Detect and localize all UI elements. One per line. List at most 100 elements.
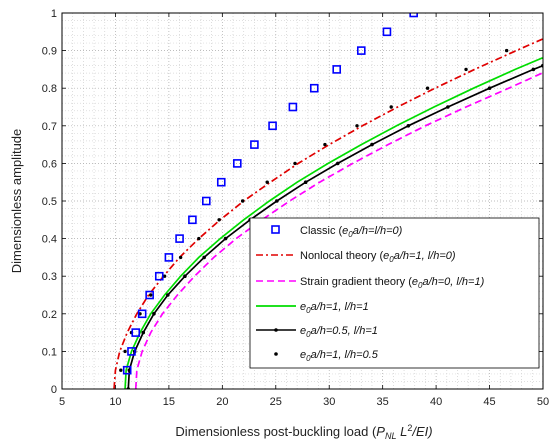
y-tick-label: 0.5 [42, 196, 57, 208]
y-tick-label: 0.6 [42, 158, 57, 170]
legend-e1l1-l: l [345, 301, 348, 313]
legend-entry-classic: Classic (e0a/h=l/h=0) [271, 225, 403, 239]
classic-marker [188, 215, 197, 225]
series-line-2 [134, 72, 543, 389]
series-line-dot-4 [406, 124, 411, 128]
x-axis-label-l: L [396, 424, 407, 439]
legend-e05l1-rest: a/h=0.5, [311, 325, 354, 337]
legend-label-nonlocal: Nonlocal theory (e0a/h=1, l/h=0) [300, 250, 456, 264]
series-dot-5 [293, 161, 297, 166]
legend-e1l05-sub: 0 [306, 354, 311, 363]
legend-e1l1-e: e [300, 301, 306, 313]
legend-classic-base: Classic ( [300, 225, 343, 237]
series-line-dot-4 [183, 274, 187, 279]
legend-label-e1-l05: e0a/h=1, l/h=0.5 [300, 349, 379, 363]
series-dot-5 [197, 236, 201, 241]
legend-nonlocal-e: e [383, 250, 389, 262]
classic-marker [332, 65, 342, 74]
legend-nonlocal-l: l [428, 250, 431, 262]
classic-marker [268, 121, 277, 131]
legend-e05l1-tail: /h=1 [355, 325, 378, 337]
x-tick-label: 25 [270, 396, 282, 408]
x-tick-label: 40 [430, 396, 442, 408]
legend-strain-l: l [456, 276, 459, 288]
classic-marker [145, 290, 154, 300]
legend-label-classic: Classic (e0a/h=l/h=0) [300, 225, 403, 239]
series-line-dot-4 [152, 312, 156, 316]
legend-nonlocal-sub: 0 [389, 255, 394, 264]
series-layer [113, 13, 543, 389]
classic-marker [356, 46, 366, 55]
legend-classic-rest: a/h=l/h=0) [353, 225, 403, 237]
legend-e1l1-sub: 0 [306, 306, 311, 315]
classic-marker [216, 177, 226, 187]
classic-marker [131, 328, 141, 337]
x-tick-label: 5 [59, 396, 65, 408]
series-dot-5 [149, 293, 153, 297]
series-clip-group [113, 13, 543, 389]
legend: Classic (e0a/h=l/h=0) Nonlocal theory (e… [249, 217, 540, 369]
legend-dot-e1-l05 [274, 352, 278, 356]
classic-marker [250, 140, 259, 149]
series-line-dot-4 [202, 255, 206, 260]
classic-marker [122, 365, 132, 375]
legend-marker-classic [271, 225, 280, 234]
classic-marker [288, 102, 298, 112]
y-tick-label: 0.4 [42, 234, 57, 246]
series-dot-5 [162, 274, 167, 278]
legend-label-strain-gradient: Strain gradient theory (e0a/h=0, l/h=1) [300, 276, 485, 290]
legend-strain-e: e [412, 276, 418, 288]
y-tick-label: 0.2 [42, 309, 57, 321]
series-dot-5 [425, 86, 430, 90]
legend-strain-sub: 0 [418, 281, 423, 290]
legend-classic-sub: 0 [348, 230, 353, 239]
series-line-dot-4 [275, 199, 279, 203]
series-line-dot-4 [531, 67, 536, 72]
classic-marker [309, 83, 319, 93]
classic-marker [409, 13, 418, 18]
x-axis-label-prefix: Dimensionless post-buckling load ( [175, 424, 377, 439]
legend-label-e1-l1: e0a/h=1, l/h=1 [300, 301, 369, 315]
series-dot-5 [119, 368, 123, 372]
legend-dot-e05-l1 [274, 328, 278, 332]
classic-marker [164, 253, 174, 262]
legend-entry-e05-l1: e0a/h=0.5, l/h=1 [256, 325, 378, 339]
legend-e05l1-sub: 0 [306, 330, 311, 339]
series-dot-5 [464, 67, 468, 72]
series-dot-5 [504, 48, 509, 53]
series-dot-5 [123, 349, 127, 354]
y-axis-label: Dimensionless amplitude [9, 129, 24, 274]
legend-label-e05-l1: e0a/h=0.5, l/h=1 [300, 325, 378, 339]
legend-e1l1-rest: a/h=1, [311, 301, 345, 313]
series-line-dot-4 [223, 236, 228, 241]
legend-e1l05-rest: a/h=1, [311, 349, 345, 361]
legend-entry-e1-l1: e0a/h=1, l/h=1 [256, 301, 369, 315]
legend-nonlocal-tail: /h=0) [429, 250, 456, 262]
x-axis-label-p: P [376, 424, 385, 439]
series-line-dot-4 [487, 86, 492, 90]
x-axis-label: Dimensionless post-buckling load (PNL L2… [175, 423, 432, 441]
classic-marker [202, 196, 211, 206]
legend-e1l05-e: e [300, 349, 306, 361]
legend-e1l05-l: l [345, 349, 348, 361]
legend-nonlocal-rest: a/h=1, [394, 250, 428, 262]
legend-entry-e1-l05: e0a/h=1, l/h=0.5 [274, 349, 379, 363]
x-axis-label-nl: NL [385, 431, 397, 441]
legend-entry-strain-gradient: Strain gradient theory (e0a/h=0, l/h=1) [256, 276, 485, 290]
x-tick-label: 30 [323, 396, 335, 408]
series-line-dot-4 [303, 180, 308, 184]
x-tick-label: 35 [377, 396, 389, 408]
classic-marker [175, 234, 184, 243]
classic-marker [154, 271, 164, 281]
legend-strain-rest: a/h=0, [422, 276, 456, 288]
series-dot-5 [389, 105, 393, 109]
legend-strain-base: Strain gradient theory ( [300, 276, 412, 288]
series-line-dot-4 [141, 330, 146, 335]
classic-marker [232, 159, 242, 168]
x-tick-label: 15 [163, 396, 175, 408]
y-tick-label: 0.1 [42, 346, 57, 358]
x-axis-label-tail: /EI) [411, 424, 432, 439]
legend-e05l1-l: l [354, 325, 357, 337]
y-tick-label: 0.7 [42, 121, 57, 133]
